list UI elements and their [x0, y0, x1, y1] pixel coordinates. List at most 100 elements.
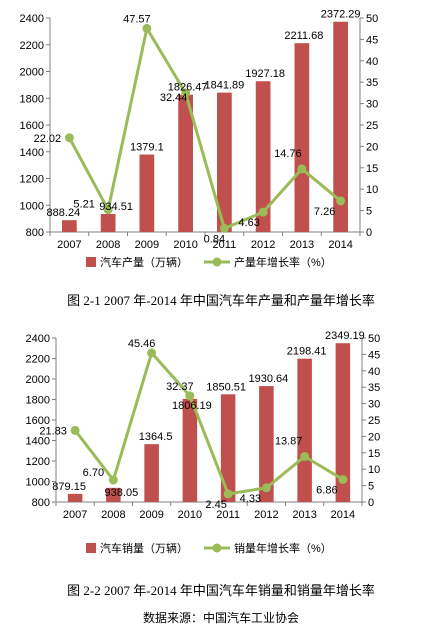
c2-growth-value-label: 6.70 [83, 467, 104, 479]
c1-left-tick-label: 1800 [20, 93, 44, 105]
c1-growth-point [64, 133, 74, 143]
c1-x-tick-label: 2010 [173, 239, 197, 251]
c1-growth-point [336, 196, 346, 206]
c1-bar-value-label: 1379.1 [130, 142, 164, 154]
c2-bar [335, 343, 351, 502]
c1-bar [294, 43, 310, 232]
c2-growth-point [185, 391, 195, 401]
c2-right-tick-label: 25 [368, 415, 380, 427]
sales-chart-caption: 图 2-2 2007 年-2014 年中国汽车年销量和销量年增长率 [67, 583, 375, 598]
c2-bar [259, 386, 274, 502]
c1-growth-point [142, 23, 152, 33]
c1-bar [139, 154, 155, 232]
c2-legend-bar-swatch [86, 543, 96, 553]
c2-growth-value-label: 13.87 [275, 436, 303, 448]
c1-right-tick-label: 35 [366, 77, 378, 89]
c2-bar-value-label: 938.05 [105, 487, 139, 499]
c1-x-tick-label: 2013 [290, 239, 314, 251]
c2-right-tick-label: 30 [368, 399, 380, 411]
c2-legend-line-marker [212, 543, 222, 553]
c1-bar [62, 220, 77, 232]
c2-right-tick-label: 10 [368, 464, 380, 476]
c1-legend-bar-label: 汽车产量（万辆） [100, 255, 188, 269]
c2-bar-value-label: 2349.19 [325, 330, 365, 342]
c2-growth-point [261, 483, 271, 493]
c2-growth-point [300, 452, 310, 462]
c1-right-tick-label: 15 [366, 163, 378, 175]
c2-bar-value-label: 1806.19 [172, 400, 212, 412]
c2-bar-value-label: 1850.51 [206, 381, 246, 393]
c1-x-tick-label: 2008 [96, 239, 120, 251]
sales-chart: 800 1000 1200 1400 1600 1800 2000 2200 2400 0 5 10 1… [0, 322, 442, 560]
c1-right-tick-label: 50 [366, 13, 378, 25]
c2-growth-value-label: 21.83 [39, 425, 67, 437]
c2-bar [106, 487, 121, 502]
c2-bar-value-label: 1930.64 [248, 373, 288, 385]
c2-left-tick-label: 1400 [26, 436, 50, 448]
c2-x-tick-label: 2009 [139, 509, 163, 521]
c1-bar [100, 214, 116, 232]
c1-bar [333, 21, 348, 233]
c1-growth-value-label: 14.76 [274, 148, 302, 160]
c2-bar [144, 444, 159, 502]
c2-left-tick-label: 2000 [26, 374, 50, 386]
c1-right-tick-label: 25 [366, 120, 378, 132]
c2-bar-value-label: 1364.5 [139, 431, 173, 443]
c2-right-tick-label: 50 [368, 333, 380, 345]
c1-growth-line [68, 26, 342, 230]
c1-growth-value-label: 47.57 [123, 13, 151, 25]
c1-growth-point [219, 223, 229, 233]
c2-growth-value-label: 6.86 [316, 484, 337, 496]
c1-right-tick-label: 0 [366, 227, 372, 239]
c1-growth-point [258, 207, 268, 217]
c2-legend-bar-label: 汽车销量（万辆） [100, 541, 188, 555]
c2-left-tick-label: 1200 [26, 456, 50, 468]
c1-x-tick-label: 2009 [135, 239, 159, 251]
c2-x-tick-label: 2008 [101, 509, 125, 521]
c2-x-tick-label: 2007 [63, 509, 87, 521]
c1-right-tick-label: 45 [366, 34, 378, 46]
c2-left-tick-label: 1000 [26, 477, 50, 489]
c1-growth-point [103, 205, 113, 215]
c1-x-tick-label: 2014 [328, 239, 352, 251]
c1-legend-bar-swatch [86, 257, 96, 267]
c1-bar-value-label: 2372.29 [321, 9, 361, 21]
c1-x-tick-label: 2012 [251, 239, 275, 251]
c1-bar [255, 81, 271, 232]
c2-x-tick-label: 2010 [178, 509, 202, 521]
c1-growth-point [181, 88, 191, 98]
c2-right-tick-label: 0 [368, 497, 374, 509]
c1-growth-point [297, 164, 307, 174]
production-chart-svg: 800 1000 1200 1400 1600 1800 2000 2200 2400 0 5 10 1… [20, 9, 379, 269]
c1-legend-line-marker [212, 257, 222, 267]
c1-left-tick-label: 1400 [20, 147, 44, 159]
c2-left-tick-label: 800 [32, 497, 50, 509]
c2-x-tick-label: 2014 [331, 509, 355, 521]
production-chart-caption: 图 2-1 2007 年-2014 年中国汽车年产量和产量年增长率 [67, 293, 375, 308]
c1-left-tick-label: 800 [26, 227, 44, 239]
c2-right-tick-label: 40 [368, 366, 380, 378]
c1-growth-value-label: 4.63 [238, 217, 259, 229]
c2-bar [182, 398, 198, 502]
c1-left-tick-label: 2000 [20, 67, 44, 79]
c1-bar [217, 92, 232, 232]
c2-growth-point [147, 348, 157, 358]
c1-left-tick-label: 2400 [20, 13, 44, 25]
c1-growth-value-label: 0.84 [204, 233, 225, 245]
c1-left-tick-label: 1000 [20, 200, 44, 212]
c2-growth-point [70, 425, 80, 435]
c1-bar-value-label: 1927.18 [245, 68, 285, 80]
c2-bar-value-label: 879.15 [52, 481, 86, 493]
c1-right-tick-label: 5 [366, 206, 372, 218]
c2-bar [297, 358, 312, 502]
c1-bar-value-label: 1826.47 [168, 82, 208, 94]
c2-growth-value-label: 2.45 [205, 499, 226, 511]
c2-growth-point [108, 475, 118, 485]
c2-left-tick-label: 1800 [26, 395, 50, 407]
c1-left-tick-label: 1200 [20, 174, 44, 186]
c2-left-tick-label: 1600 [26, 415, 50, 427]
c1-growth-value-label: 32.44 [160, 92, 188, 104]
c1-right-tick-label: 40 [366, 56, 378, 68]
c2-growth-point [223, 489, 233, 499]
c1-right-tick-label: 30 [366, 99, 378, 111]
